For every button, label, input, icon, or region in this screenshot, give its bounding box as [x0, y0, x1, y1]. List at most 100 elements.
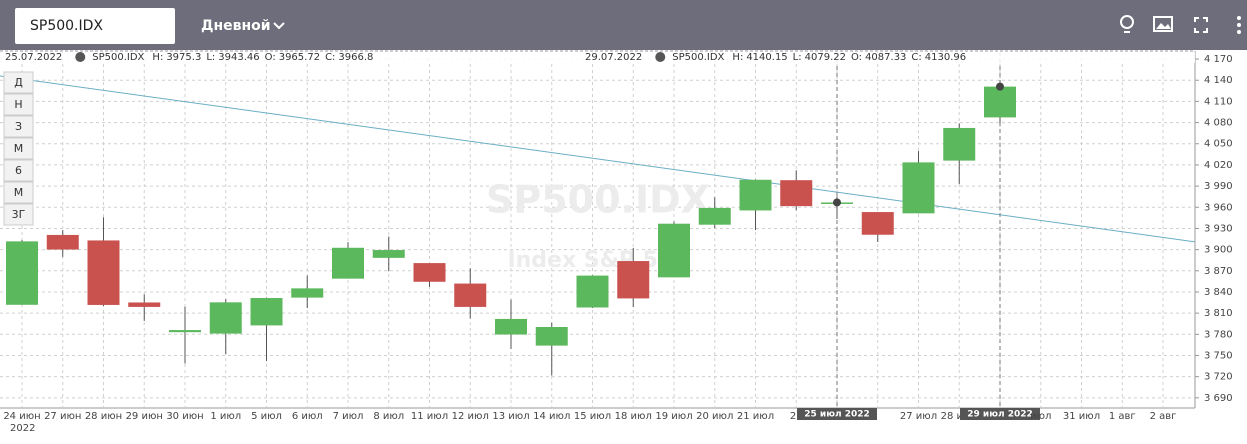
candle-body [658, 223, 690, 278]
candle-body [739, 179, 772, 211]
ohlc-label: O: [851, 52, 862, 63]
y-tick-label: 4 050 [1204, 139, 1233, 150]
ohlc-label: O: [265, 52, 276, 63]
candle-body [617, 261, 650, 299]
y-tick-label: 4 080 [1204, 118, 1233, 129]
candle-body [413, 263, 446, 282]
symbol-input[interactable] [15, 8, 175, 44]
ohlc-value: 4087.33 [865, 52, 906, 63]
ohlc-label: H: [732, 52, 743, 63]
period-button[interactable] [3, 203, 34, 226]
candle-body [698, 207, 731, 225]
info-dot [75, 52, 86, 62]
candle-body [372, 250, 405, 258]
candle-body [902, 162, 935, 214]
info-background [0, 52, 1195, 63]
y-tick-label: 4 020 [1204, 160, 1233, 171]
candle-body [291, 288, 324, 298]
candle-body [943, 127, 976, 161]
ohlc-value: 4130.96 [925, 52, 966, 63]
x-label-highlight [797, 408, 877, 420]
x-tick-label: 18 июл [615, 411, 652, 422]
candle-body [780, 180, 813, 207]
candle-body [495, 318, 527, 335]
cursor-date: 29.07.2022 [585, 52, 642, 63]
ohlc-value: 4140.15 [746, 52, 787, 63]
candle-body [984, 86, 1016, 118]
x-tick-label: 19 июл [655, 411, 692, 422]
ohlc-value: 3965.72 [279, 52, 320, 63]
x-tick-label: 7 июл [333, 411, 364, 422]
x-tick-label: 5 июл [251, 411, 282, 422]
candle-body [46, 234, 79, 250]
period-button[interactable] [3, 181, 34, 204]
fullscreen-icon[interactable] [1194, 17, 1208, 33]
period-button[interactable] [3, 93, 34, 116]
candle-body [169, 330, 201, 333]
ohlc-label: L: [793, 52, 802, 63]
candle-body [250, 298, 283, 326]
watermark-title: SP500.IDX [486, 178, 710, 222]
x-tick-label: 31 июл [1063, 411, 1100, 422]
ohlc-label: C: [911, 52, 921, 63]
toolbar-icons [1120, 15, 1208, 33]
y-tick-label: 3 810 [1204, 308, 1233, 319]
period-button[interactable] [3, 115, 34, 138]
x-tick-label: 14 июл [533, 411, 570, 422]
x-tick-label: 12 июл [452, 411, 489, 422]
year-label: 2022 [10, 423, 35, 434]
ohlc-value: 3943.46 [218, 52, 259, 63]
x-tick-label: 30 июн [166, 411, 203, 422]
y-tick-label: 3 990 [1204, 181, 1233, 192]
candle-body [87, 240, 120, 305]
x-tick-label: 25 июл 2022 [804, 410, 870, 420]
candle-body [535, 326, 568, 346]
ohlc-info: 25.07.2022 SP500.IDX H: 3975.3 L: 3943.46 O: 39… [0, 52, 1195, 63]
info-dot [655, 52, 666, 62]
y-tick-label: 3 840 [1204, 287, 1233, 298]
plot [0, 52, 1196, 407]
y-tick-label: 4 110 [1204, 96, 1233, 107]
y-tick-label: 3 780 [1204, 329, 1233, 340]
interval-select[interactable]: Дневной [201, 18, 271, 34]
x-tick-label: 27 июл [900, 411, 937, 422]
x-tick-label: 29 июн [126, 411, 163, 422]
y-tick-label: 3 960 [1204, 202, 1233, 213]
cursor-date: 25.07.2022 [5, 52, 62, 63]
candle-body [861, 212, 894, 235]
period-button[interactable] [3, 137, 34, 160]
screenshot-icon[interactable] [1153, 16, 1173, 32]
trendline [0, 75, 1196, 243]
period-button[interactable] [3, 71, 34, 94]
x-tick-label: 27 июн [44, 411, 81, 422]
x-tick-label: 21 июл [737, 411, 774, 422]
x-tick-label: 22 [790, 411, 803, 422]
period-button[interactable] [3, 159, 34, 182]
x-tick-label: 8 июл [373, 411, 404, 422]
period-button-label: 3Г [12, 208, 26, 221]
symbol-input-text: SP500.IDX [30, 18, 103, 34]
ohlc-label: H: [152, 52, 163, 63]
menu-icon[interactable] [1237, 16, 1241, 34]
x-tick-label: 1 авг [1109, 411, 1136, 422]
x-tick-label: 1 июл [210, 411, 241, 422]
candle-body [209, 302, 242, 334]
grid [0, 52, 1199, 407]
x-tick-label: 13 июл [492, 411, 529, 422]
idea-icon[interactable] [1120, 15, 1134, 33]
y-tick-label: 3 750 [1204, 350, 1233, 361]
period-button-label: М [14, 186, 24, 199]
x-tick-label: 6 июл [292, 411, 323, 422]
y-tick-label: 3 900 [1204, 245, 1233, 256]
cursor-symbol: SP500.IDX [92, 52, 144, 63]
y-tick-label: 3 720 [1204, 372, 1233, 383]
dropdown-chevron[interactable] [273, 22, 285, 30]
period-button-label: М [14, 142, 24, 155]
x-tick-label: 28 июн [85, 411, 122, 422]
candle-body [454, 283, 487, 307]
x-tick-label: 15 июл [574, 411, 611, 422]
candle-body [332, 247, 364, 279]
